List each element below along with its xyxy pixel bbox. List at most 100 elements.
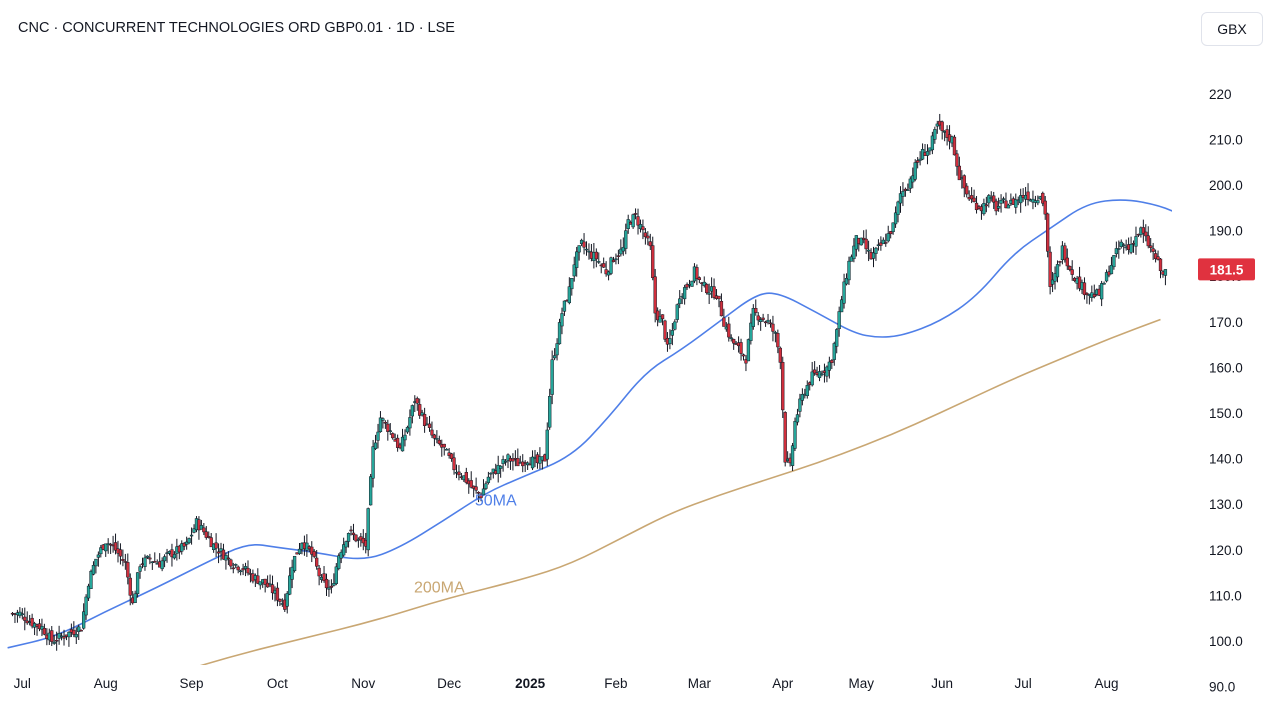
candle (1063, 242, 1067, 263)
candle (739, 338, 743, 361)
candle (741, 353, 746, 361)
candle (469, 471, 473, 489)
candle (830, 359, 834, 370)
candle (1048, 246, 1052, 295)
candle (962, 174, 966, 198)
candle (371, 439, 375, 488)
candle (445, 448, 449, 451)
candle (754, 299, 758, 316)
candle (403, 429, 407, 447)
candle (1117, 240, 1121, 259)
candle (891, 222, 895, 235)
candle (631, 213, 635, 229)
candle (832, 341, 836, 366)
candle (940, 120, 944, 140)
candle (874, 246, 878, 261)
candle (1053, 266, 1057, 290)
candle (72, 621, 76, 638)
candle (906, 183, 910, 191)
candle (312, 549, 316, 559)
candle (732, 338, 736, 350)
ma50-line (7, 199, 1172, 649)
candle (602, 257, 606, 268)
candle (768, 319, 773, 328)
price-axis: 90.0 100.0 110.0 120.0 130.0 140.0 150.0 160.0 1… (1209, 87, 1243, 695)
candle (415, 396, 419, 411)
time-tick-label: Jul (14, 676, 31, 691)
candle (349, 525, 353, 536)
time-tick-label: 2025 (515, 676, 546, 691)
candle (756, 312, 760, 326)
candle (759, 317, 763, 331)
candle (984, 196, 988, 213)
candle (678, 290, 682, 309)
time-tick-label: Feb (604, 676, 627, 691)
price-tick-label: 90.0 (1209, 680, 1235, 695)
candle (30, 613, 34, 629)
time-tick-label: Apr (772, 676, 794, 691)
candle (209, 533, 213, 548)
candle (866, 240, 871, 262)
time-tick-label: Dec (437, 676, 461, 691)
candle (297, 542, 302, 555)
candle (373, 434, 378, 451)
candle (930, 131, 935, 155)
candle (663, 319, 667, 343)
candle (614, 253, 618, 265)
candle (192, 524, 196, 534)
candle (317, 564, 321, 586)
candle (342, 537, 346, 557)
candle (717, 295, 721, 308)
candle (1026, 183, 1030, 206)
time-tick-label: Sep (180, 676, 204, 691)
candle (835, 328, 839, 354)
candle (346, 532, 351, 548)
candle (214, 533, 218, 557)
candle (226, 551, 231, 566)
candle (162, 554, 167, 568)
candle (189, 527, 194, 545)
candle (121, 549, 125, 567)
candle (275, 582, 280, 607)
currency-badge[interactable]: GBX (1201, 12, 1263, 46)
candle (1090, 285, 1094, 302)
candle (486, 471, 491, 485)
ma-labels: 50MA 200MA (414, 493, 517, 597)
candle (849, 254, 854, 262)
candle (91, 561, 96, 576)
candle (1149, 237, 1153, 253)
candle (187, 537, 191, 545)
candle (1102, 281, 1106, 285)
candle (525, 461, 530, 471)
candle (457, 465, 461, 481)
candle (143, 554, 147, 571)
candle (793, 417, 797, 452)
candle (133, 590, 137, 603)
last-price-value: 181.5 (1210, 262, 1244, 277)
candle (344, 540, 348, 553)
candle (351, 523, 356, 541)
candle (778, 346, 782, 370)
candle (386, 419, 390, 441)
candle (1004, 192, 1008, 209)
price-tick-label: 220 (1209, 87, 1232, 102)
time-tick-label: Jul (1015, 676, 1032, 691)
candle (337, 553, 341, 571)
candle (113, 533, 118, 555)
candle (236, 565, 240, 574)
price-tick-label: 110.0 (1209, 588, 1242, 603)
candle (668, 329, 672, 350)
candle (881, 237, 885, 245)
candle (1050, 271, 1055, 293)
time-axis: Jul Aug Sep Oct Nov Dec 2025 Feb Mar Apr May Jun Jul… (14, 676, 1119, 691)
candle (501, 455, 505, 472)
candle (965, 183, 969, 198)
candle (633, 208, 638, 220)
candle (506, 453, 510, 469)
candle (145, 555, 150, 560)
candle (334, 563, 338, 586)
candle (1001, 196, 1006, 204)
candle (920, 143, 925, 161)
candle (886, 225, 890, 243)
candle (766, 313, 770, 325)
